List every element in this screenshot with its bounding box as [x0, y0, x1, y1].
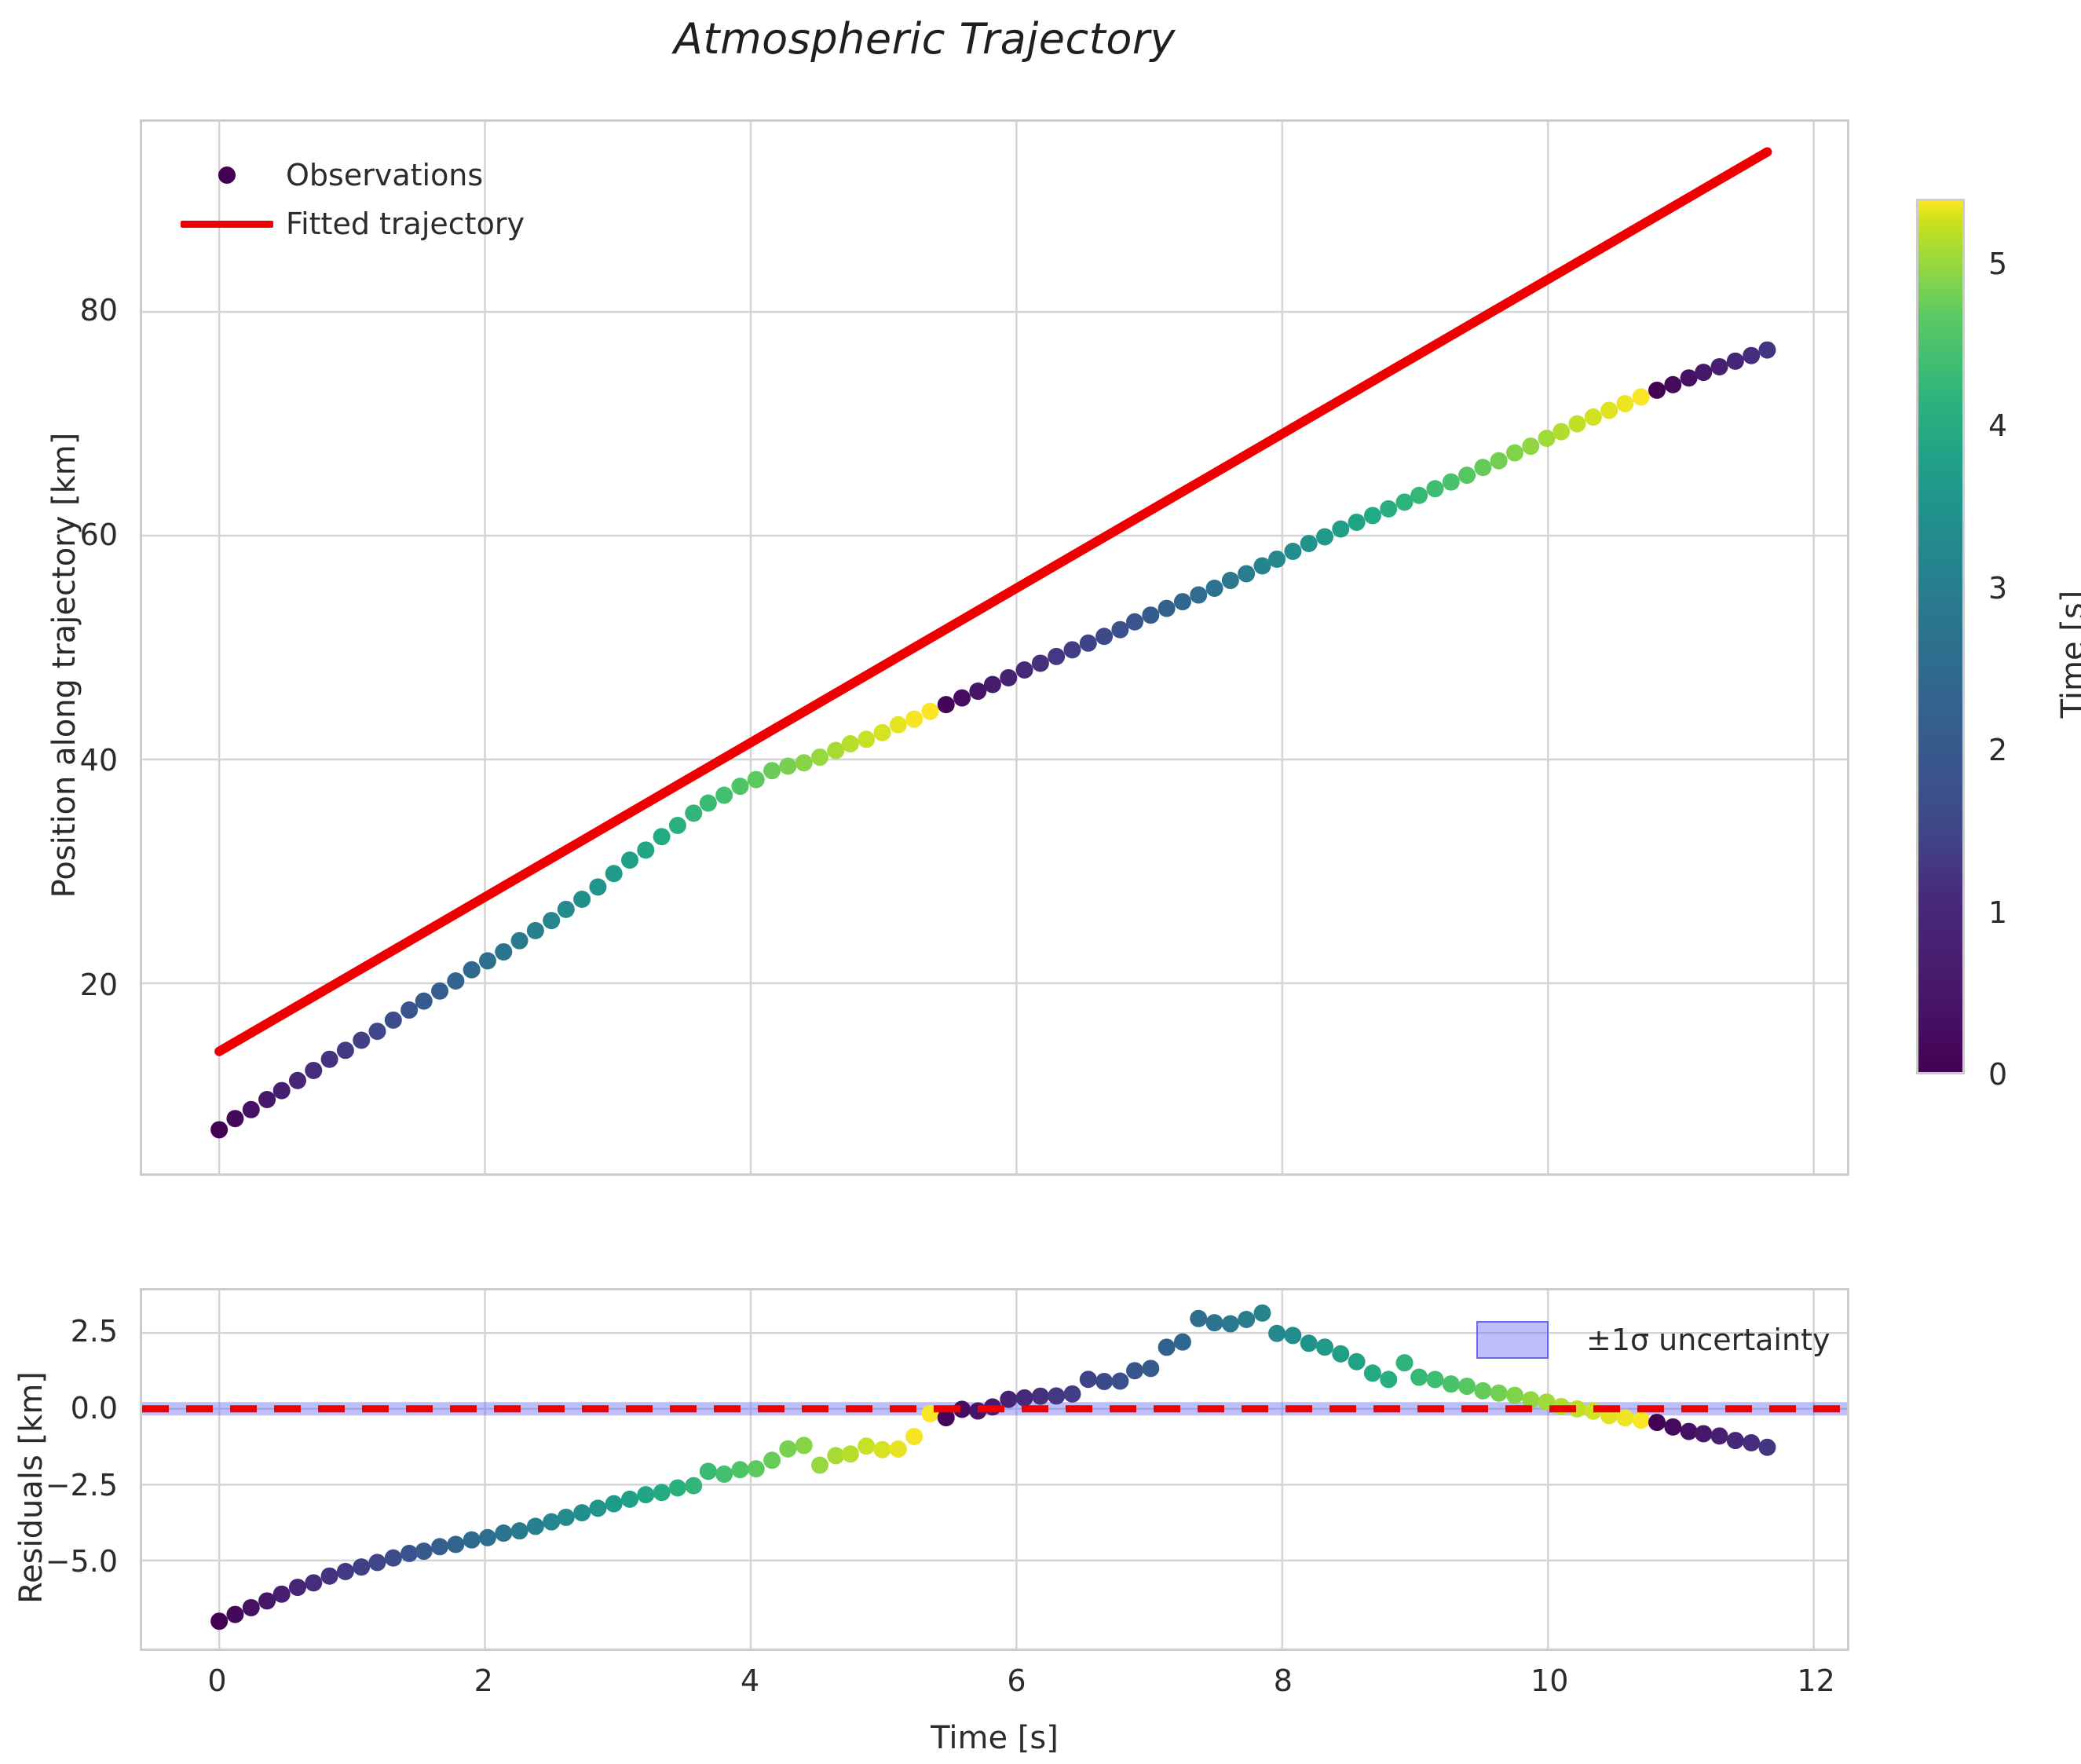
- colorbar: [1916, 199, 1965, 1074]
- x-axis-title: Time [s]: [931, 1720, 1059, 1756]
- residual-y-axis-title: Residuals [km]: [13, 1371, 49, 1604]
- y-tick-label: 40: [79, 742, 118, 778]
- main-plot-canvas: [142, 122, 1847, 1173]
- y-tick-label: 20: [79, 967, 118, 1002]
- colorbar-tick-label: 3: [1988, 570, 2008, 606]
- legend-marker-line-icon: [168, 220, 286, 228]
- y-tick-label: −2.5: [45, 1467, 118, 1502]
- x-tick-label: 10: [1531, 1663, 1569, 1698]
- colorbar-tick-label: 1: [1988, 895, 2008, 930]
- y-tick-label: 60: [79, 518, 118, 553]
- legend-item-observations: Observations: [168, 151, 525, 199]
- x-tick-label: 6: [1007, 1663, 1026, 1698]
- x-tick-label: 2: [474, 1663, 493, 1698]
- residual-ytick-labels: −5.0 −2.5 0.0 2.5: [16, 1288, 118, 1651]
- x-tick-label: 0: [207, 1663, 227, 1698]
- y-tick-label: 80: [79, 293, 118, 328]
- colorbar-gradient: [1916, 199, 1965, 1074]
- figure-title: Atmospheric Trajectory: [673, 14, 1176, 64]
- y-tick-label: −5.0: [45, 1544, 118, 1579]
- uncertainty-band-swatch-icon: [1476, 1321, 1549, 1359]
- legend-label-observations: Observations: [286, 158, 484, 192]
- legend-item-fitted-trajectory: Fitted trajectory: [168, 199, 525, 248]
- main-ytick-labels: 20 40 60 80: [16, 119, 118, 1176]
- main-y-axis-title: Position along trajectory [km]: [46, 432, 82, 898]
- y-tick-label: 0.0: [70, 1390, 118, 1425]
- x-tick-label: 8: [1273, 1663, 1293, 1698]
- legend-label-uncertainty: ±1σ uncertainty: [1586, 1323, 1830, 1357]
- colorbar-tick-label: 0: [1988, 1057, 2008, 1092]
- residual-plot-canvas: [142, 1290, 1847, 1649]
- colorbar-tick-label: 2: [1988, 733, 2008, 768]
- y-tick-label: 2.5: [70, 1313, 118, 1349]
- main-plot-legend: Observations Fitted trajectory: [157, 141, 545, 259]
- legend-label-fitted-trajectory: Fitted trajectory: [286, 207, 525, 241]
- x-axis-tick-labels: 0 2 4 6 8 10 12: [140, 1663, 1849, 1711]
- colorbar-tick-label: 4: [1988, 408, 2008, 444]
- legend-marker-dot-icon: [168, 167, 286, 184]
- colorbar-tick-label: 5: [1988, 246, 2008, 281]
- x-tick-label: 12: [1797, 1663, 1835, 1698]
- residual-plot-axes: [140, 1288, 1849, 1651]
- colorbar-title: Time [s]: [2055, 590, 2081, 719]
- colorbar-tick-labels: 0 1 2 3 4 5: [1973, 199, 2067, 1092]
- main-plot-axes: [140, 119, 1849, 1176]
- residual-plot-legend: ±1σ uncertainty: [1476, 1321, 1830, 1359]
- x-tick-label: 4: [741, 1663, 760, 1698]
